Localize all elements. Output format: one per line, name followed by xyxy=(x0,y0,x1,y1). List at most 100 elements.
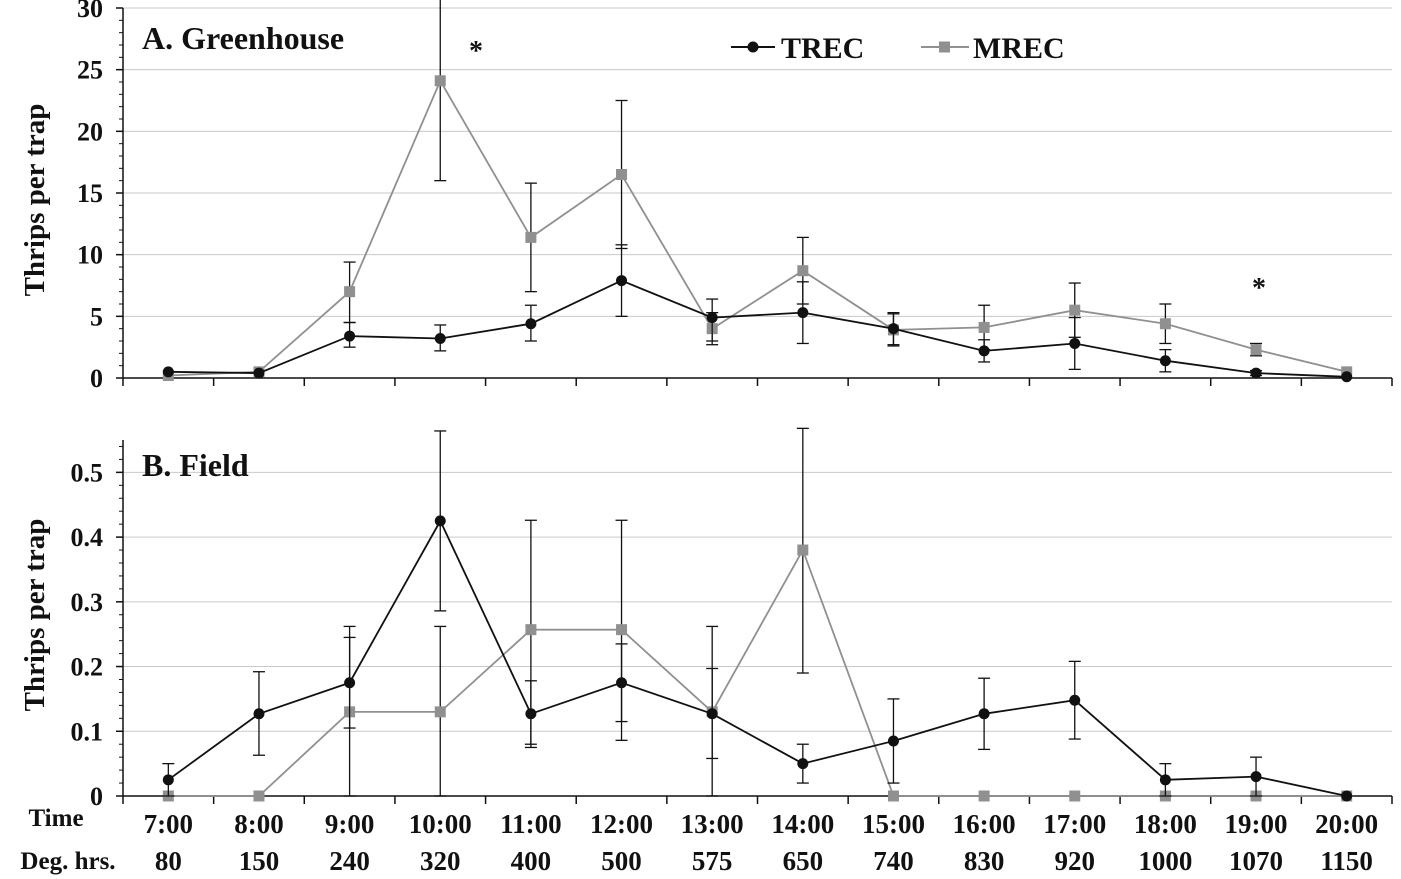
y-tick-label-a-4: 20 xyxy=(77,117,103,146)
legend-mrec-label: MREC xyxy=(973,32,1065,65)
x-deg-hrs-label: 150 xyxy=(239,846,280,876)
data-point-trec xyxy=(1069,694,1081,706)
data-point-mrec xyxy=(1069,304,1081,316)
data-point-trec xyxy=(1159,774,1171,786)
x-time-label: 14:00 xyxy=(771,809,834,839)
x-deg-hrs-label: 920 xyxy=(1055,846,1096,876)
y-tick-label-b-2: 0.2 xyxy=(71,653,104,682)
data-point-trec xyxy=(1341,371,1353,383)
x-deg-hrs-label: 240 xyxy=(329,846,370,876)
x-deg-hrs-label: 740 xyxy=(873,846,914,876)
panel-b-ylabel: Thrips per trap xyxy=(19,519,51,712)
data-point-trec xyxy=(797,758,809,770)
data-point-trec xyxy=(887,323,899,335)
panel-a-greenhouse: 0 5 10 15 20 25 30 A. Greenhouse Thrips per tr… xyxy=(19,0,1393,393)
data-point-trec xyxy=(797,307,809,319)
y-tick-label-b-4: 0.4 xyxy=(71,523,104,552)
data-point-trec xyxy=(616,275,628,287)
x-time-label: 13:00 xyxy=(681,809,744,839)
panel-a-title: A. Greenhouse xyxy=(142,20,344,56)
data-point-mrec xyxy=(434,75,446,87)
data-point-trec xyxy=(344,330,356,342)
data-point-trec xyxy=(706,708,718,720)
data-point-mrec xyxy=(1069,790,1081,802)
data-point-trec xyxy=(978,345,990,357)
significance-marker-19: * xyxy=(1252,273,1266,304)
x-time-label: 19:00 xyxy=(1225,809,1288,839)
data-point-trec xyxy=(706,312,718,324)
data-point-mrec xyxy=(616,624,628,636)
data-point-trec xyxy=(162,366,174,378)
data-point-trec xyxy=(616,677,628,689)
y-tick-label-a-6: 30 xyxy=(77,0,103,23)
data-point-mrec xyxy=(978,790,990,802)
x-deg-hrs-label: 1150 xyxy=(1320,846,1373,876)
data-point-mrec xyxy=(434,706,446,718)
x-time-label: 9:00 xyxy=(325,809,375,839)
data-point-mrec xyxy=(797,544,809,556)
x-time-label: 10:00 xyxy=(409,809,472,839)
y-tick-label-b-3: 0.3 xyxy=(71,588,104,617)
y-tick-label-a-0: 0 xyxy=(90,364,103,393)
data-point-mrec xyxy=(978,321,990,333)
series-line-mrec-a xyxy=(168,78,1347,377)
legend-trec-label: TREC xyxy=(781,32,864,65)
x-time-label: 12:00 xyxy=(590,809,653,839)
data-point-trec xyxy=(253,367,265,379)
panel-b-field: 0 0.1 0.2 0.3 0.4 0.5 7:00 8:00 9:00 10:00 11:00 12… xyxy=(19,427,1393,876)
y-tick-label-a-3: 15 xyxy=(77,179,103,208)
x-time-label: 16:00 xyxy=(953,809,1016,839)
y-tick-label-a-1: 5 xyxy=(90,302,103,331)
x-deg-hrs-label: 1000 xyxy=(1138,846,1192,876)
legend-trec-marker xyxy=(747,41,759,53)
data-point-mrec xyxy=(525,231,537,243)
deg-hrs-row-label: Deg. hrs. xyxy=(20,848,115,875)
x-deg-hrs-label: 830 xyxy=(964,846,1005,876)
data-point-mrec xyxy=(797,265,809,277)
x-deg-hrs-label: 320 xyxy=(420,846,461,876)
y-tick-label-b-0: 0 xyxy=(90,782,103,811)
series-line-mrec-b xyxy=(168,547,1347,797)
data-point-trec xyxy=(162,774,174,786)
x-time-label: 18:00 xyxy=(1134,809,1197,839)
x-time-label: 11:00 xyxy=(500,809,562,839)
y-tick-label-b-1: 0.1 xyxy=(71,717,104,746)
panel-b-title: B. Field xyxy=(142,447,249,483)
significance-marker-10: * xyxy=(469,36,483,67)
x-deg-hrs-label: 80 xyxy=(155,846,182,876)
x-time-label: 17:00 xyxy=(1043,809,1106,839)
x-time-label: 20:00 xyxy=(1315,809,1378,839)
legend-mrec-marker xyxy=(939,41,950,53)
data-point-trec xyxy=(434,515,446,527)
data-point-trec xyxy=(887,735,899,747)
time-row-label: Time xyxy=(28,805,83,832)
data-point-mrec xyxy=(1250,344,1262,356)
data-point-trec xyxy=(434,333,446,345)
series-line-trec-b xyxy=(167,518,1347,797)
x-deg-hrs-label: 575 xyxy=(692,846,733,876)
data-point-trec xyxy=(253,708,265,720)
data-point-trec xyxy=(525,318,537,330)
data-point-mrec xyxy=(887,790,899,802)
data-point-mrec xyxy=(1159,318,1171,330)
x-deg-hrs-label: 650 xyxy=(783,846,824,876)
data-point-trec xyxy=(525,708,537,720)
x-deg-hrs-label: 500 xyxy=(601,846,642,876)
data-point-trec xyxy=(1250,771,1262,783)
y-tick-label-a-2: 10 xyxy=(77,241,103,270)
data-point-trec xyxy=(1341,790,1353,802)
data-point-trec xyxy=(1069,337,1081,349)
data-point-trec xyxy=(1250,367,1262,379)
panel-a-ylabel: Thrips per trap xyxy=(19,104,51,297)
x-time-label: 8:00 xyxy=(234,809,284,839)
data-point-trec xyxy=(978,708,990,720)
y-tick-label-b-5: 0.5 xyxy=(71,458,104,487)
data-point-trec xyxy=(344,677,356,689)
series-line-trec-a xyxy=(168,279,1347,378)
x-deg-hrs-label: 1070 xyxy=(1229,846,1283,876)
y-tick-label-a-5: 25 xyxy=(77,56,103,85)
data-point-mrec xyxy=(525,624,537,636)
x-time-label: 15:00 xyxy=(862,809,925,839)
data-point-mrec xyxy=(253,790,265,802)
